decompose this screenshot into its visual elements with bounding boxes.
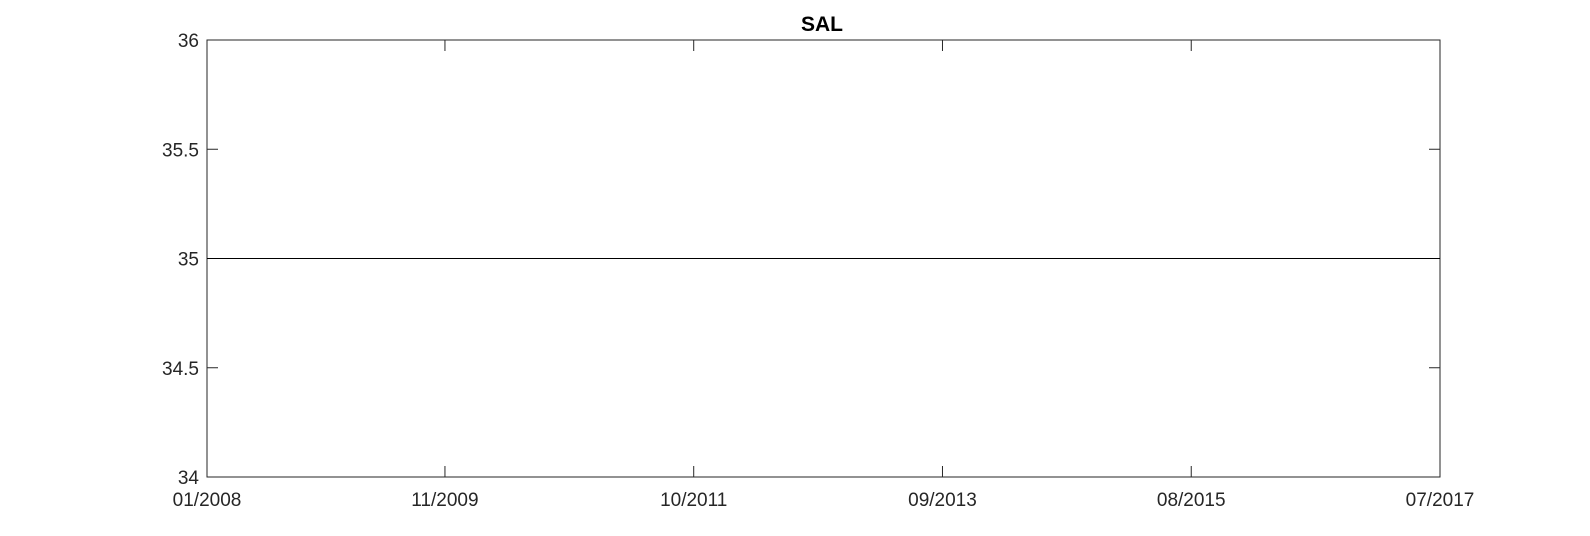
x-tick-label: 07/2017: [1406, 490, 1475, 511]
y-tick-label: 34: [178, 468, 200, 489]
x-tick-label: 08/2015: [1157, 490, 1226, 511]
x-tick-label: 01/2008: [173, 490, 242, 511]
y-tick-label: 35.5: [162, 140, 199, 161]
y-tick-label: 35: [178, 250, 199, 271]
y-tick-label: 34.5: [162, 359, 199, 380]
x-tick-label: 09/2013: [908, 490, 977, 511]
chart-title: SAL: [801, 13, 843, 36]
x-tick-label: 11/2009: [411, 490, 478, 511]
x-tick-label: 10/2011: [660, 490, 727, 511]
y-tick-label: 36: [178, 31, 199, 52]
x-axis-tick-labels: 01/2008 11/2009 10/2011 09/2013 08/2015 07/20…: [173, 490, 1475, 511]
y-axis-tick-labels: 34 34.5 35 35.5 36: [162, 31, 199, 489]
